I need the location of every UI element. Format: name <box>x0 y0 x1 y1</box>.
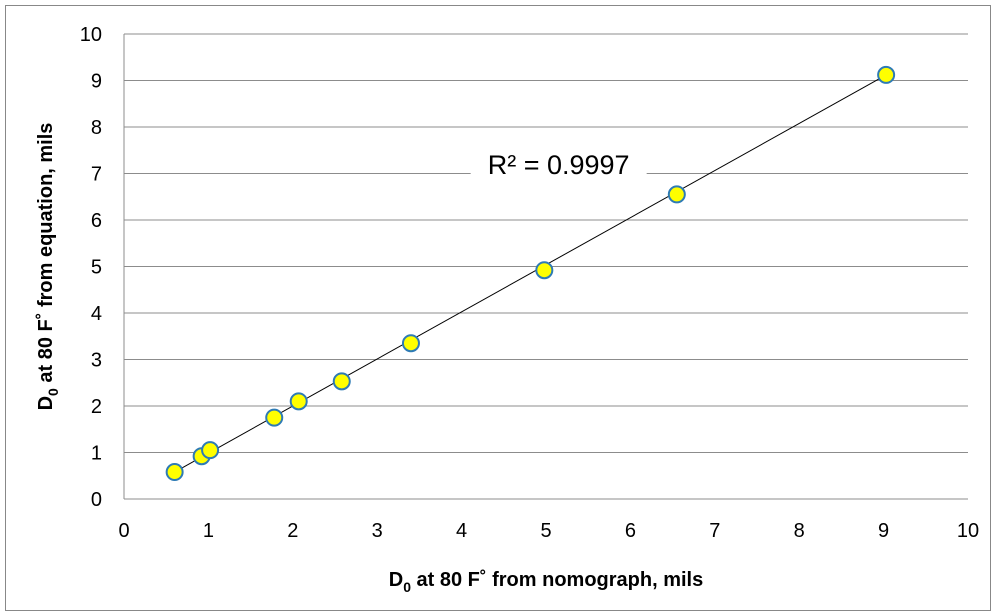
data-point <box>535 261 554 280</box>
data-point <box>401 334 420 353</box>
y-tick-label: 8 <box>91 117 102 139</box>
x-axis-title: D0 at 80 F˚ from nomograph, mils <box>389 568 704 595</box>
y-tick-label: 5 <box>91 257 102 279</box>
data-point <box>165 463 184 482</box>
data-point <box>265 408 284 427</box>
data-point <box>877 65 896 84</box>
data-point <box>289 392 308 411</box>
x-tick-label: 6 <box>625 520 636 542</box>
y-tick-label: 1 <box>91 443 102 465</box>
y-tick-label: 6 <box>91 210 102 232</box>
y-tick-label: 9 <box>91 71 102 93</box>
y-axis-title: D0 at 80 F˚ from equation, mils <box>34 123 61 411</box>
x-tick-label: 4 <box>456 520 467 542</box>
data-point <box>201 441 220 460</box>
x-tick-label: 1 <box>203 520 214 542</box>
x-axis-title-rest: at 80 F˚ from nomograph, mils <box>411 568 703 591</box>
x-tick-label: 9 <box>878 520 889 542</box>
x-tick-label: 0 <box>118 520 129 542</box>
y-tick-label: 4 <box>91 303 102 325</box>
chart-frame <box>5 5 991 611</box>
x-axis-title-main: D <box>389 569 403 591</box>
y-axis-title-main: D <box>35 396 57 410</box>
data-point <box>332 372 351 391</box>
data-point <box>667 185 686 204</box>
y-tick-label: 10 <box>80 24 102 46</box>
y-axis-title-rest: at 80 F˚ from equation, mils <box>34 123 57 389</box>
x-axis-title-subscript: 0 <box>403 579 411 595</box>
y-tick-label: 3 <box>91 350 102 372</box>
gridlines <box>124 33 968 453</box>
axes <box>123 34 968 500</box>
x-tick-label: 5 <box>540 520 551 542</box>
annotation-background <box>470 138 647 189</box>
tick-labels: 0 1 2 3 4 5 6 7 8 9 10 0 1 2 3 4 5 6 7 8 9 10 <box>80 24 979 542</box>
r-squared-annotation: R² = 0.9997 <box>488 150 630 180</box>
x-tick-label: 3 <box>372 520 383 542</box>
x-tick-label: 10 <box>957 520 979 542</box>
x-tick-label: 2 <box>287 520 298 542</box>
y-axis-title-subscript: 0 <box>45 388 61 396</box>
data-points <box>165 65 896 482</box>
y-tick-label: 7 <box>91 164 102 186</box>
y-tick-label: 2 <box>91 396 102 418</box>
x-tick-label: 7 <box>709 520 720 542</box>
y-tick-label: 0 <box>91 489 102 511</box>
x-tick-label: 8 <box>794 520 805 542</box>
